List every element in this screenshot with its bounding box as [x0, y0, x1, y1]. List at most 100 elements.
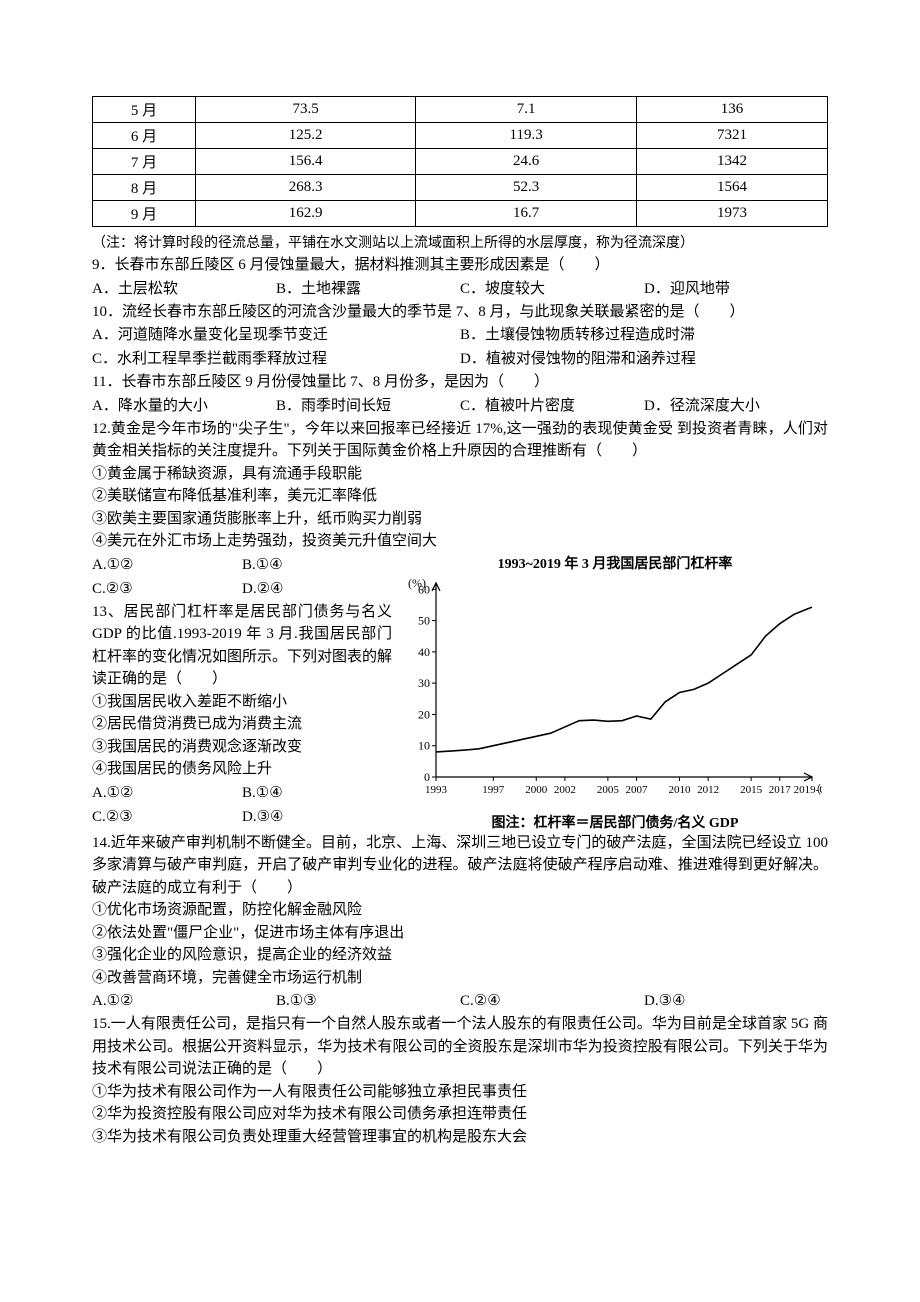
svg-text:0: 0 — [424, 770, 430, 784]
q9-stem: 9．长春市东部丘陵区 6 月侵蚀量最大，据材料推测其主要形成因素是（ ） — [92, 254, 828, 277]
q13-options-row2: C.②③ D.③④ — [92, 805, 392, 829]
q10-opt-c: C．水利工程旱季拦截雨季释放过程 — [92, 347, 460, 371]
svg-text:10: 10 — [418, 738, 430, 752]
q12-cond4: ④美元在外汇市场上走势强劲，投资美元升值空间大 — [92, 530, 828, 553]
svg-text:1993: 1993 — [425, 784, 448, 796]
table-cell: 5 月 — [93, 97, 196, 123]
q11-opt-d: D．径流深度大小 — [644, 394, 828, 418]
svg-text:40: 40 — [418, 644, 430, 658]
q13-stem: 13、居民部门杠杆率是居民部门债务与名义 GDP 的比值.1993-2019 年… — [92, 601, 392, 691]
table-cell: 1342 — [636, 149, 827, 175]
table-cell: 268.3 — [195, 175, 416, 201]
svg-text:2005: 2005 — [597, 784, 620, 796]
q14-opt-a: A.①② — [92, 989, 276, 1013]
leverage-chart: 1993~2019 年 3 月我国居民部门杠杆率 (%)010203040506… — [402, 553, 828, 832]
q13-cond1: ①我国居民收入差距不断缩小 — [92, 691, 392, 714]
q13-opt-c: C.②③ — [92, 805, 242, 829]
q11-opt-c: C．植被叶片密度 — [460, 394, 644, 418]
q13-options-row1: A.①② B.①④ — [92, 781, 392, 805]
table-cell: 9 月 — [93, 201, 196, 227]
q15-cond2: ②华为投资控股有限公司应对华为技术有限公司债务承担连带责任 — [92, 1103, 828, 1126]
table-cell: 119.3 — [416, 123, 637, 149]
svg-text:2015: 2015 — [740, 784, 763, 796]
table-row: 9 月162.916.71973 — [93, 201, 828, 227]
q14-cond3: ③强化企业的风险意识，提高企业的经济效益 — [92, 944, 828, 967]
table-cell: 136 — [636, 97, 827, 123]
q13-cond2: ②居民借贷消费已成为消费主流 — [92, 713, 392, 736]
svg-text:60: 60 — [418, 582, 430, 596]
q11-options: A．降水量的大小 B．雨季时间长短 C．植被叶片密度 D．径流深度大小 — [92, 394, 828, 418]
q14-cond2: ②依法处置"僵尸企业"，促进市场主体有序退出 — [92, 922, 828, 945]
q10-stem: 10．流经长春市东部丘陵区的河流含沙量最大的季节是 7、8 月，与此现象关联最紧… — [92, 301, 828, 324]
table-cell: 125.2 — [195, 123, 416, 149]
data-table: 5 月73.57.11366 月125.2119.373217 月156.424… — [92, 96, 828, 227]
svg-text:2000: 2000 — [525, 784, 548, 796]
q11-stem: 11．长春市东部丘陵区 9 月份侵蚀量比 7、8 月份多，是因为（ ） — [92, 371, 828, 394]
q11-opt-a: A．降水量的大小 — [92, 394, 276, 418]
svg-text:（年）: （年） — [810, 782, 822, 796]
q13-opt-a: A.①② — [92, 781, 242, 805]
svg-text:2002: 2002 — [554, 784, 576, 796]
table-cell: 7321 — [636, 123, 827, 149]
chart-svg: (%)0102030405060199319972000200220052007… — [402, 575, 822, 805]
table-cell: 6 月 — [93, 123, 196, 149]
q12-opt-a: A.①② — [92, 553, 242, 577]
q12-stem: 12.黄金是今年市场的"尖子生"，今年以来回报率已经接近 17%,这一强劲的表现… — [92, 418, 828, 463]
q10-opt-d: D．植被对侵蚀物的阻滞和涵养过程 — [460, 347, 828, 371]
svg-text:2017: 2017 — [769, 784, 792, 796]
table-cell: 156.4 — [195, 149, 416, 175]
table-cell: 162.9 — [195, 201, 416, 227]
svg-text:2010: 2010 — [669, 784, 692, 796]
table-cell: 52.3 — [416, 175, 637, 201]
q10-opt-b: B．土壤侵蚀物质转移过程造成时滞 — [460, 323, 828, 347]
q9-options: A．土层松软 B．土地裸露 C．坡度较大 D．迎风地带 — [92, 277, 828, 301]
svg-text:20: 20 — [418, 707, 430, 721]
table-row: 5 月73.57.1136 — [93, 97, 828, 123]
table-row: 7 月156.424.61342 — [93, 149, 828, 175]
q14-opt-d: D.③④ — [644, 989, 828, 1013]
table-cell: 24.6 — [416, 149, 637, 175]
chart-caption: 图注：杠杆率＝居民部门债务/名义 GDP — [402, 812, 828, 832]
table-cell: 16.7 — [416, 201, 637, 227]
table-cell: 8 月 — [93, 175, 196, 201]
svg-text:1997: 1997 — [482, 784, 505, 796]
svg-text:2012: 2012 — [697, 784, 719, 796]
svg-text:30: 30 — [418, 676, 430, 690]
table-row: 8 月268.352.31564 — [93, 175, 828, 201]
q12-options-row1: A.①② B.①④ — [92, 553, 392, 577]
q12-cond1: ①黄金属于稀缺资源，具有流通手段职能 — [92, 463, 828, 486]
svg-text:2007: 2007 — [626, 784, 649, 796]
table-cell: 1973 — [636, 201, 827, 227]
chart-title: 1993~2019 年 3 月我国居民部门杠杆率 — [402, 553, 828, 573]
q12-cond3: ③欧美主要国家通货膨胀率上升，纸币购买力削弱 — [92, 508, 828, 531]
q12-opt-c: C.②③ — [92, 577, 242, 601]
table-cell: 73.5 — [195, 97, 416, 123]
q12-opt-b: B.①④ — [242, 553, 392, 577]
q13-cond4: ④我国居民的债务风险上升 — [92, 758, 392, 781]
q10-options: A．河道随降水量变化呈现季节变迁 B．土壤侵蚀物质转移过程造成时滞 C．水利工程… — [92, 323, 828, 371]
q9-opt-b: B．土地裸露 — [276, 277, 460, 301]
q9-opt-c: C．坡度较大 — [460, 277, 644, 301]
q13-opt-d: D.③④ — [242, 805, 392, 829]
q14-cond1: ①优化市场资源配置，防控化解金融风险 — [92, 899, 828, 922]
table-note: （注：将计算时段的径流总量，平铺在水文测站以上流域面积上所得的水层厚度，称为径流… — [92, 233, 828, 254]
q14-stem: 14.近年来破产审判机制不断健全。目前，北京、上海、深圳三地已设立专门的破产法庭… — [92, 832, 828, 900]
q12-opt-d: D.②④ — [242, 577, 392, 601]
q15-stem: 15.一人有限责任公司，是指只有一个自然人股东或者一个法人股东的有限责任公司。华… — [92, 1013, 828, 1081]
q13-cond3: ③我国居民的消费观念逐渐改变 — [92, 736, 392, 759]
table-row: 6 月125.2119.37321 — [93, 123, 828, 149]
q9-opt-d: D．迎风地带 — [644, 277, 828, 301]
q14-cond4: ④改善营商环境，完善健全市场运行机制 — [92, 967, 828, 990]
table-cell: 7.1 — [416, 97, 637, 123]
table-cell: 7 月 — [93, 149, 196, 175]
table-cell: 1564 — [636, 175, 827, 201]
q15-cond1: ①华为技术有限公司作为一人有限责任公司能够独立承担民事责任 — [92, 1081, 828, 1104]
q14-opt-c: C.②④ — [460, 989, 644, 1013]
q15-cond3: ③华为技术有限公司负责处理重大经营管理事宜的机构是股东大会 — [92, 1126, 828, 1149]
q14-opt-b: B.①③ — [276, 989, 460, 1013]
q12-cond2: ②美联储宣布降低基准利率，美元汇率降低 — [92, 485, 828, 508]
q13-opt-b: B.①④ — [242, 781, 392, 805]
q11-opt-b: B．雨季时间长短 — [276, 394, 460, 418]
q12-options-row2: C.②③ D.②④ — [92, 577, 392, 601]
q14-options: A.①② B.①③ C.②④ D.③④ — [92, 989, 828, 1013]
